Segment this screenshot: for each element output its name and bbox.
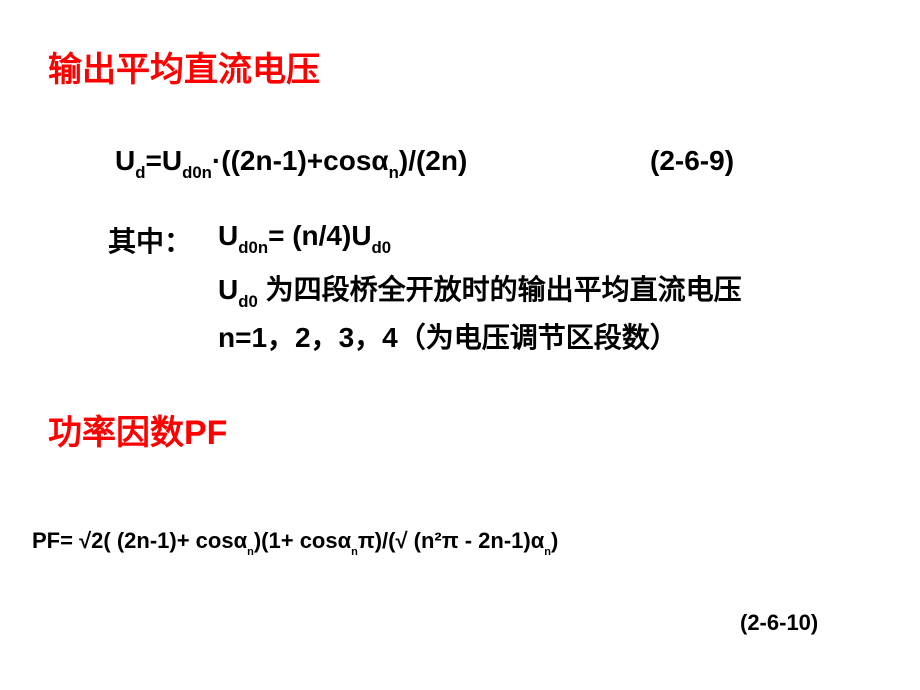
- heading2-en: PF: [184, 414, 227, 452]
- formula-ud: Ud=Ud0n·((2n-1)+cosαn)/(2n): [115, 145, 467, 182]
- formula-ud0-desc: Ud0 为四段桥全开放时的输出平均直流电压: [218, 268, 742, 311]
- f1-sub1: d: [135, 163, 145, 182]
- formula5-eqnum: (2-6-10): [740, 610, 818, 636]
- f1-eq: =U: [146, 145, 183, 176]
- f2-sub2: d0: [372, 238, 392, 257]
- eqnum2-text: (2-6-10): [740, 610, 818, 635]
- f5-mid1: )(1+ cosα: [254, 528, 351, 553]
- where-text: 其中：: [108, 226, 192, 257]
- f2-sub1: d0n: [238, 238, 268, 257]
- heading-power-factor: 功率因数PF: [48, 405, 227, 454]
- heading2-cn: 功率因数: [48, 414, 184, 452]
- formula1-eqnum: (2-6-9): [650, 145, 734, 177]
- f1-mid: ·((2n-1)+cosα: [212, 145, 389, 176]
- formula-ud0n: Ud0n= (n/4)Ud0: [218, 220, 391, 257]
- formula-pf: PF= √2( (2n-1)+ cosαn)(1+ cosαnπ)/(√ (n²…: [32, 528, 558, 556]
- f2-eq: = (n/4)U: [268, 220, 371, 251]
- f1-eqnum-text: (2-6-9): [650, 145, 734, 176]
- f4-text: n=1，2，3，4（为电压调节区段数）: [218, 322, 678, 353]
- heading-output-voltage: 输出平均直流电压: [48, 42, 320, 91]
- f1-sub3: n: [389, 163, 399, 182]
- heading1-text: 输出平均直流电压: [48, 51, 320, 89]
- f5-sub2: n: [351, 546, 358, 558]
- f3-sub1: d0: [238, 292, 258, 311]
- f2-prefix: U: [218, 220, 238, 251]
- f5-prefix: PF= √2( (2n-1)+ cosα: [32, 528, 247, 553]
- f5-sub3: n: [544, 546, 551, 558]
- f3-prefix: U: [218, 274, 238, 305]
- f5-sub1: n: [247, 546, 254, 558]
- f3-text: 为四段桥全开放时的输出平均直流电压: [258, 274, 742, 305]
- f5-suffix: ): [551, 528, 558, 553]
- f1-sub2: d0n: [182, 163, 212, 182]
- f1-suffix: )/(2n): [399, 145, 467, 176]
- formula-n-values: n=1，2，3，4（为电压调节区段数）: [218, 316, 678, 356]
- where-label: 其中：: [108, 220, 192, 260]
- f5-mid2: π)/(√ (n²π - 2n-1)α: [358, 528, 544, 553]
- f1-prefix: U: [115, 145, 135, 176]
